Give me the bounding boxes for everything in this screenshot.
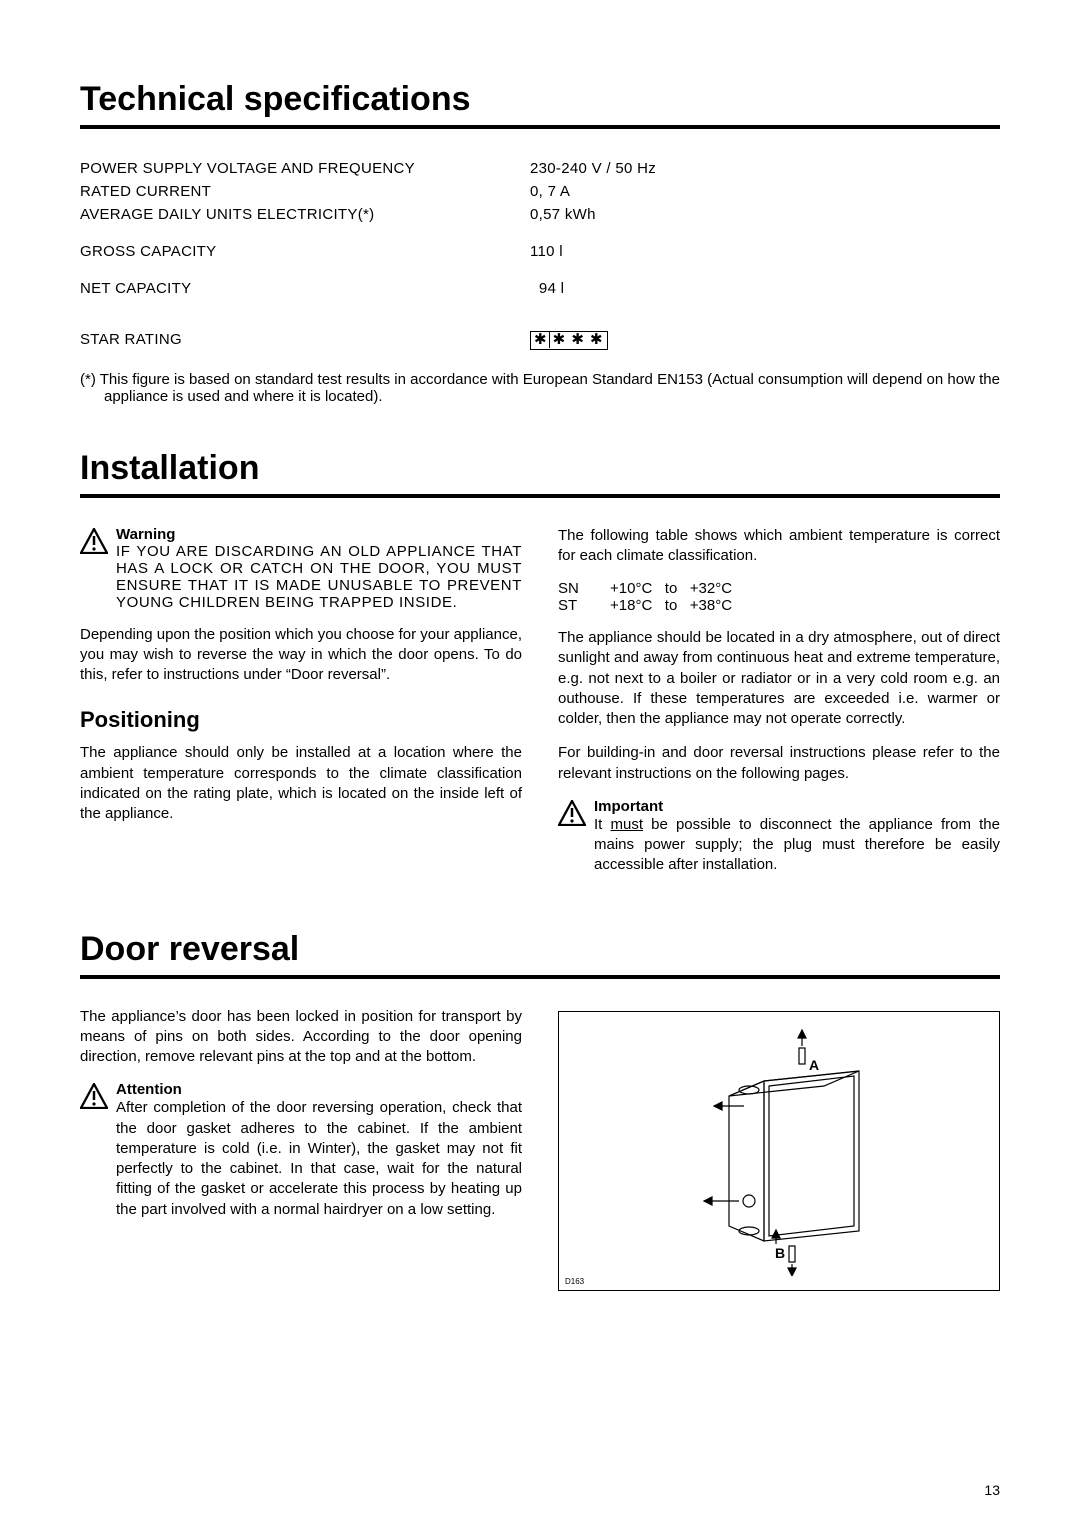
important-title: Important — [594, 798, 1000, 815]
specs-label: NET CAPACITY — [80, 277, 530, 300]
specs-row: NET CAPACITY 94 l — [80, 277, 1000, 300]
specs-label: GROSS CAPACITY — [80, 240, 530, 263]
climate-intro: The following table shows which ambient … — [558, 526, 1000, 567]
warning-block: Warning IF YOU ARE DISCARDING AN OLD APP… — [80, 526, 522, 611]
attention-block: Attention After completion of the door r… — [80, 1081, 522, 1220]
important-body: It must be possible to disconnect the ap… — [594, 815, 1000, 876]
door-col-right: A B D163 — [558, 1007, 1000, 1291]
specs-row: STAR RATING ✱✱ ✱ ✱ — [80, 328, 1000, 353]
install-col-left: Warning IF YOU ARE DISCARDING AN OLD APP… — [80, 526, 522, 890]
climate-range: +10°C to +32°C — [610, 580, 732, 597]
diagram-code: D163 — [565, 1277, 584, 1286]
star-rating-icon: ✱✱ ✱ ✱ — [530, 331, 608, 350]
climate-code: SN — [558, 580, 610, 597]
climate-range: +18°C to +38°C — [610, 597, 732, 614]
specs-value: 230-240 V / 50 Hz — [530, 157, 656, 180]
section-title-tech: Technical specifications — [80, 80, 1000, 129]
positioning-heading: Positioning — [80, 707, 522, 733]
specs-label: STAR RATING — [80, 328, 530, 353]
specs-value: 110 l — [530, 240, 563, 263]
section-title-door: Door reversal — [80, 930, 1000, 979]
specs-row: RATED CURRENT 0, 7 A — [80, 180, 1000, 203]
warning-icon — [558, 798, 586, 876]
install-col-right: The following table shows which ambient … — [558, 526, 1000, 890]
installation-columns: Warning IF YOU ARE DISCARDING AN OLD APP… — [80, 526, 1000, 890]
specs-value: 0, 7 A — [530, 180, 570, 203]
climate-code: ST — [558, 597, 610, 614]
specs-label: AVERAGE DAILY UNITS ELECTRICITY(*) — [80, 203, 530, 226]
attention-body: After completion of the door reversing o… — [116, 1098, 522, 1220]
specs-label: POWER SUPPLY VOLTAGE AND FREQUENCY — [80, 157, 530, 180]
warning-body: IF YOU ARE DISCARDING AN OLD APPLIANCE T… — [116, 543, 522, 611]
building-para: For building-in and door reversal instru… — [558, 743, 1000, 784]
appliance-line-drawing-icon: A B — [649, 1026, 909, 1276]
specs-table: POWER SUPPLY VOLTAGE AND FREQUENCY 230-2… — [80, 157, 1000, 353]
warning-icon — [80, 1081, 108, 1220]
specs-row: POWER SUPPLY VOLTAGE AND FREQUENCY 230-2… — [80, 157, 1000, 180]
specs-row: AVERAGE DAILY UNITS ELECTRICITY(*) 0,57 … — [80, 203, 1000, 226]
diagram-label-b: B — [775, 1245, 785, 1261]
warning-title: Warning — [116, 526, 522, 543]
specs-value-stars: ✱✱ ✱ ✱ — [530, 328, 608, 353]
climate-table: SN +10°C to +32°C ST +18°C to +38°C — [558, 580, 1000, 614]
page-number: 13 — [984, 1482, 1000, 1498]
specs-row: GROSS CAPACITY 110 l — [80, 240, 1000, 263]
diagram-label-a: A — [809, 1057, 819, 1073]
specs-value: 94 l — [530, 277, 564, 300]
positioning-para: The appliance should only be installed a… — [80, 743, 522, 824]
warning-icon — [80, 526, 108, 611]
location-para: The appliance should be located in a dry… — [558, 628, 1000, 729]
door-intro: The appliance’s door has been locked in … — [80, 1007, 522, 1068]
specs-label: RATED CURRENT — [80, 180, 530, 203]
section-title-install: Installation — [80, 449, 1000, 498]
door-columns: The appliance’s door has been locked in … — [80, 1007, 1000, 1291]
door-diagram: A B D163 — [558, 1011, 1000, 1291]
important-block: Important It must be possible to disconn… — [558, 798, 1000, 876]
specs-value: 0,57 kWh — [530, 203, 596, 226]
door-col-left: The appliance’s door has been locked in … — [80, 1007, 522, 1291]
climate-row: ST +18°C to +38°C — [558, 597, 1000, 614]
install-para-door: Depending upon the position which you ch… — [80, 625, 522, 686]
climate-row: SN +10°C to +32°C — [558, 580, 1000, 597]
attention-title: Attention — [116, 1081, 522, 1098]
specs-footnote: (*) This figure is based on standard tes… — [80, 371, 1000, 405]
